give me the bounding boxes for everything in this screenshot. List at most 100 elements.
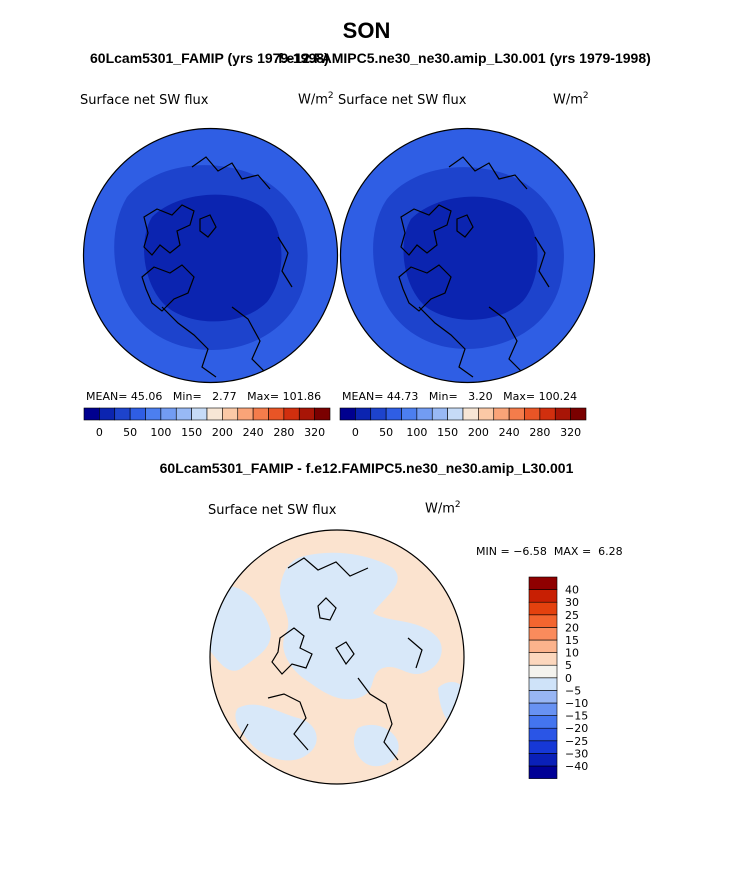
left-min-value: 2.77 bbox=[212, 390, 237, 403]
colorbar-tick-label: 200 bbox=[468, 426, 489, 439]
colorbar-swatch bbox=[99, 407, 116, 421]
map-region-core bbox=[144, 194, 282, 322]
left-mean-value: 45.06 bbox=[130, 390, 163, 403]
colorbar-swatch bbox=[528, 652, 558, 666]
colorbar-swatch bbox=[493, 407, 510, 421]
diff-minmax: MIN = −6.58 MAX = 6.28 bbox=[476, 545, 623, 558]
colorbar-tick-label: 150 bbox=[181, 426, 202, 439]
right-panel-subtitle: f.e12.FAMIPC5.ne30_ne30.amip_L30.001 (yr… bbox=[278, 50, 651, 66]
colorbar-swatch bbox=[528, 727, 558, 742]
colorbar-swatch bbox=[175, 407, 192, 421]
left-units-label: W/m2 bbox=[298, 91, 334, 108]
colorbar-swatch bbox=[528, 715, 558, 729]
map-region-negative bbox=[279, 552, 442, 700]
colorbar-tick-label: 150 bbox=[437, 426, 458, 439]
colorbar-swatch bbox=[528, 627, 558, 641]
coastline bbox=[398, 156, 550, 378]
colorbar-swatch bbox=[355, 407, 372, 421]
left-colorbar: 0 50 100 150 200 240 280 320 bbox=[83, 407, 331, 439]
colorbar-tick-label: −10 bbox=[565, 697, 588, 710]
colorbar-swatch bbox=[145, 407, 162, 421]
figure-title: SON bbox=[342, 18, 391, 43]
left-variable-label: Surface net SW flux bbox=[80, 93, 209, 108]
colorbar-swatch bbox=[129, 407, 146, 421]
left-polar-map bbox=[82, 127, 339, 384]
colorbar-tick-label: 280 bbox=[529, 426, 550, 439]
colorbar-swatch bbox=[528, 589, 558, 603]
colorbar-swatch bbox=[370, 407, 387, 421]
colorbar-tick-label: 240 bbox=[499, 426, 520, 439]
colorbar-swatch bbox=[314, 407, 331, 421]
colorbar-swatch bbox=[431, 407, 448, 421]
colorbar-swatch bbox=[570, 407, 587, 421]
colorbar-tick-label: −25 bbox=[565, 735, 588, 748]
left-max-value: 101.86 bbox=[282, 390, 322, 403]
diff-min-value: −6.58 bbox=[513, 545, 547, 558]
colorbar-swatch bbox=[539, 407, 556, 421]
colorbar-swatch bbox=[528, 677, 558, 691]
colorbar-swatch bbox=[524, 407, 541, 421]
colorbar-swatch bbox=[298, 407, 315, 421]
colorbar-swatch bbox=[478, 407, 495, 421]
colorbar-swatch bbox=[528, 614, 558, 628]
colorbar-tick-label: 10 bbox=[565, 647, 579, 660]
right-max-value: 100.24 bbox=[538, 390, 578, 403]
right-variable-label: Surface net SW flux bbox=[338, 93, 467, 108]
colorbar-swatch bbox=[191, 407, 208, 421]
colorbar-tick-label: 320 bbox=[560, 426, 581, 439]
colorbar-swatch bbox=[339, 407, 356, 421]
difference-polar-map bbox=[209, 529, 465, 785]
colorbar-tick-label: −20 bbox=[565, 722, 588, 735]
right-units-label: W/m2 bbox=[553, 91, 589, 108]
colorbar-tick-label: −40 bbox=[565, 760, 588, 773]
colorbar-tick-label: 240 bbox=[243, 426, 264, 439]
diff-units-label: W/m2 bbox=[425, 500, 461, 517]
coastline bbox=[141, 156, 293, 378]
right-min-value: 3.20 bbox=[468, 390, 493, 403]
colorbar-tick-label: 30 bbox=[565, 596, 579, 609]
colorbar-swatch bbox=[528, 601, 558, 616]
colorbar-tick-label: 50 bbox=[379, 426, 393, 439]
colorbar-tick-label: 320 bbox=[304, 426, 325, 439]
colorbar-swatch bbox=[528, 753, 558, 767]
colorbar-swatch bbox=[237, 407, 254, 421]
difference-title: 60Lcam5301_FAMIP - f.e12.FAMIPC5.ne30_ne… bbox=[159, 460, 574, 476]
right-colorbar: 0 50 100 150 200 240 280 320 bbox=[339, 407, 587, 439]
right-mean-value: 44.73 bbox=[386, 390, 419, 403]
colorbar-swatch bbox=[206, 407, 223, 421]
colorbar-swatch bbox=[528, 702, 558, 716]
colorbar-tick-label: 280 bbox=[273, 426, 294, 439]
map-region-negative bbox=[210, 585, 271, 671]
colorbar-swatch bbox=[554, 407, 571, 421]
map-region-core bbox=[403, 196, 538, 320]
colorbar-tick-label: 15 bbox=[565, 634, 579, 647]
colorbar-tick-label: 0 bbox=[352, 426, 359, 439]
colorbar-swatch bbox=[83, 407, 100, 421]
colorbar-tick-label: 200 bbox=[212, 426, 233, 439]
diff-max-value: 6.28 bbox=[598, 545, 623, 558]
colorbar-swatch bbox=[385, 407, 402, 421]
colorbar-swatch bbox=[528, 740, 558, 754]
colorbar-swatch bbox=[268, 407, 285, 421]
colorbar-tick-label: 5 bbox=[565, 659, 572, 672]
colorbar-swatch bbox=[528, 690, 558, 704]
colorbar-swatch bbox=[462, 407, 479, 421]
left-panel-subtitle: 60Lcam5301_FAMIP (yrs 1979-1998) bbox=[90, 50, 329, 66]
colorbar-tick-label: 100 bbox=[150, 426, 171, 439]
colorbar-tick-label: 100 bbox=[406, 426, 427, 439]
map-region-negative bbox=[235, 704, 317, 761]
colorbar-tick-label: −5 bbox=[565, 684, 581, 697]
colorbar-tick-label: 40 bbox=[565, 584, 579, 597]
colorbar-swatch bbox=[114, 407, 131, 421]
left-stats: MEAN= 45.06 Min= 2.77 Max= 101.86 bbox=[86, 390, 322, 403]
diff-variable-label: Surface net SW flux bbox=[208, 503, 337, 518]
colorbar-swatch bbox=[252, 407, 269, 421]
colorbar-tick-label: −30 bbox=[565, 747, 588, 760]
colorbar-swatch bbox=[528, 765, 558, 779]
colorbar-swatch bbox=[528, 639, 558, 653]
colorbar-tick-label: 0 bbox=[96, 426, 103, 439]
right-stats: MEAN= 44.73 Min= 3.20 Max= 100.24 bbox=[342, 390, 578, 403]
colorbar-swatch bbox=[401, 407, 418, 421]
colorbar-swatch bbox=[416, 407, 433, 421]
